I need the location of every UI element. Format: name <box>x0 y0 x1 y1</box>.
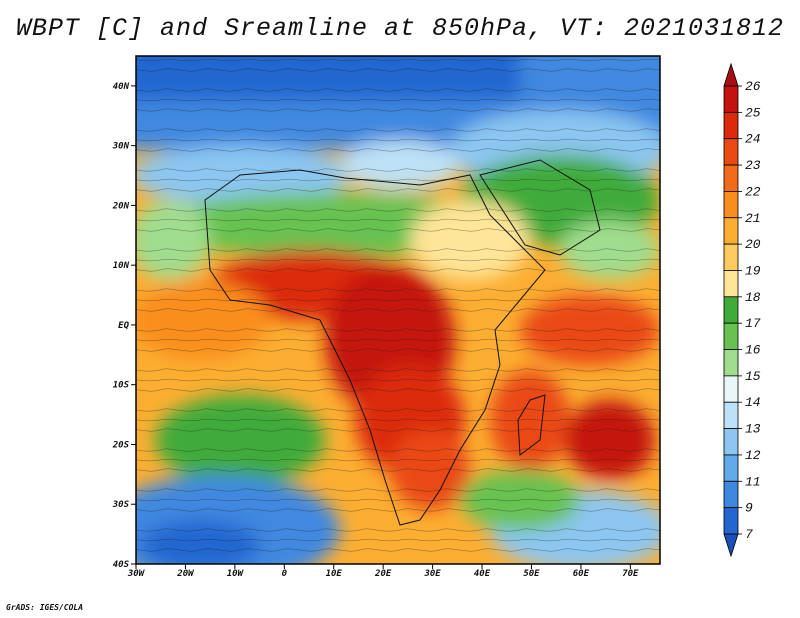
colorbar-swatch <box>723 191 739 219</box>
colorbar-swatch <box>723 480 739 509</box>
colorbar-swatch <box>723 111 739 140</box>
colorbar-label: 20 <box>745 237 761 252</box>
lon-tick-label: 0 <box>282 569 288 579</box>
lon-tick-label: 30E <box>423 569 441 579</box>
colorbar-label: 22 <box>745 184 761 199</box>
temperature-field <box>136 56 660 564</box>
colorbar-label: 24 <box>745 132 761 147</box>
colorbar-swatch <box>723 270 739 298</box>
colorbar-label: 21 <box>745 211 761 226</box>
colorbar-swatch <box>723 138 739 166</box>
lon-tick-label: 40E <box>474 569 491 579</box>
colorbar-label: 15 <box>745 369 761 384</box>
lat-tick-label: 10S <box>113 381 130 391</box>
colorbar: 26 25 24 23 22 21 20 19 18 17 16 15 14 13 12 11 9 7 <box>723 62 761 558</box>
map-frame <box>135 55 661 565</box>
colorbar-label: 18 <box>745 290 761 305</box>
lon-tick-label: 50E <box>523 569 540 579</box>
lon-tick-label: 60E <box>573 569 590 579</box>
lon-tick-label: 20E <box>374 569 392 579</box>
lat-tick-label: 30N <box>112 142 130 152</box>
colorbar-swatch <box>723 217 739 245</box>
lon-tick-label: 70E <box>622 569 639 579</box>
lat-tick-label: 40N <box>113 82 130 92</box>
lat-tick-label: 30S <box>112 500 130 510</box>
colorbar-label: 19 <box>745 263 761 278</box>
colorbar-swatch <box>723 164 739 192</box>
colorbar-label: 23 <box>745 158 761 173</box>
colorbar-swatch <box>723 85 739 113</box>
colorbar-swatch <box>723 349 739 377</box>
colorbar-label: 11 <box>745 474 761 489</box>
colorbar-label: 14 <box>745 395 761 410</box>
colorbar-label: 12 <box>745 448 761 463</box>
colorbar-swatch <box>723 322 739 350</box>
lat-tick-label: 20S <box>112 440 130 450</box>
colorbar-top-arrow <box>723 62 739 87</box>
colorbar-swatch <box>723 507 739 535</box>
colorbar-label: 25 <box>745 105 761 120</box>
colorbar-label: 16 <box>745 343 761 358</box>
lat-tick-label: 20N <box>112 201 130 211</box>
credit-text: GrADS: IGES/COLA <box>6 603 84 612</box>
colorbar-swatch <box>723 296 739 324</box>
colorbar-label: 26 <box>745 79 761 94</box>
colorbar-label: 17 <box>745 316 761 331</box>
lon-tick-label: 10W <box>227 569 245 579</box>
lat-tick-label: 40S <box>113 560 130 570</box>
lat-tick-label: EQ <box>118 321 129 331</box>
colorbar-swatch <box>723 401 739 429</box>
colorbar-bottom-arrow <box>723 533 739 558</box>
lon-tick-label: 10E <box>326 569 343 579</box>
colorbar-swatch <box>723 454 739 482</box>
colorbar-label: 13 <box>745 422 761 437</box>
chart-title: WBPT [C] and Sreamline at 850hPa, VT: 20… <box>15 14 785 43</box>
lat-tick-label: 10N <box>113 261 130 271</box>
lon-tick-label: 20W <box>176 569 195 579</box>
colorbar-label: 9 <box>745 501 753 516</box>
colorbar-swatch <box>723 375 739 403</box>
colorbar-label: 7 <box>745 527 753 542</box>
lon-tick-label: 30W <box>127 569 146 579</box>
colorbar-swatch <box>723 243 739 271</box>
colorbar-swatch <box>723 428 739 456</box>
